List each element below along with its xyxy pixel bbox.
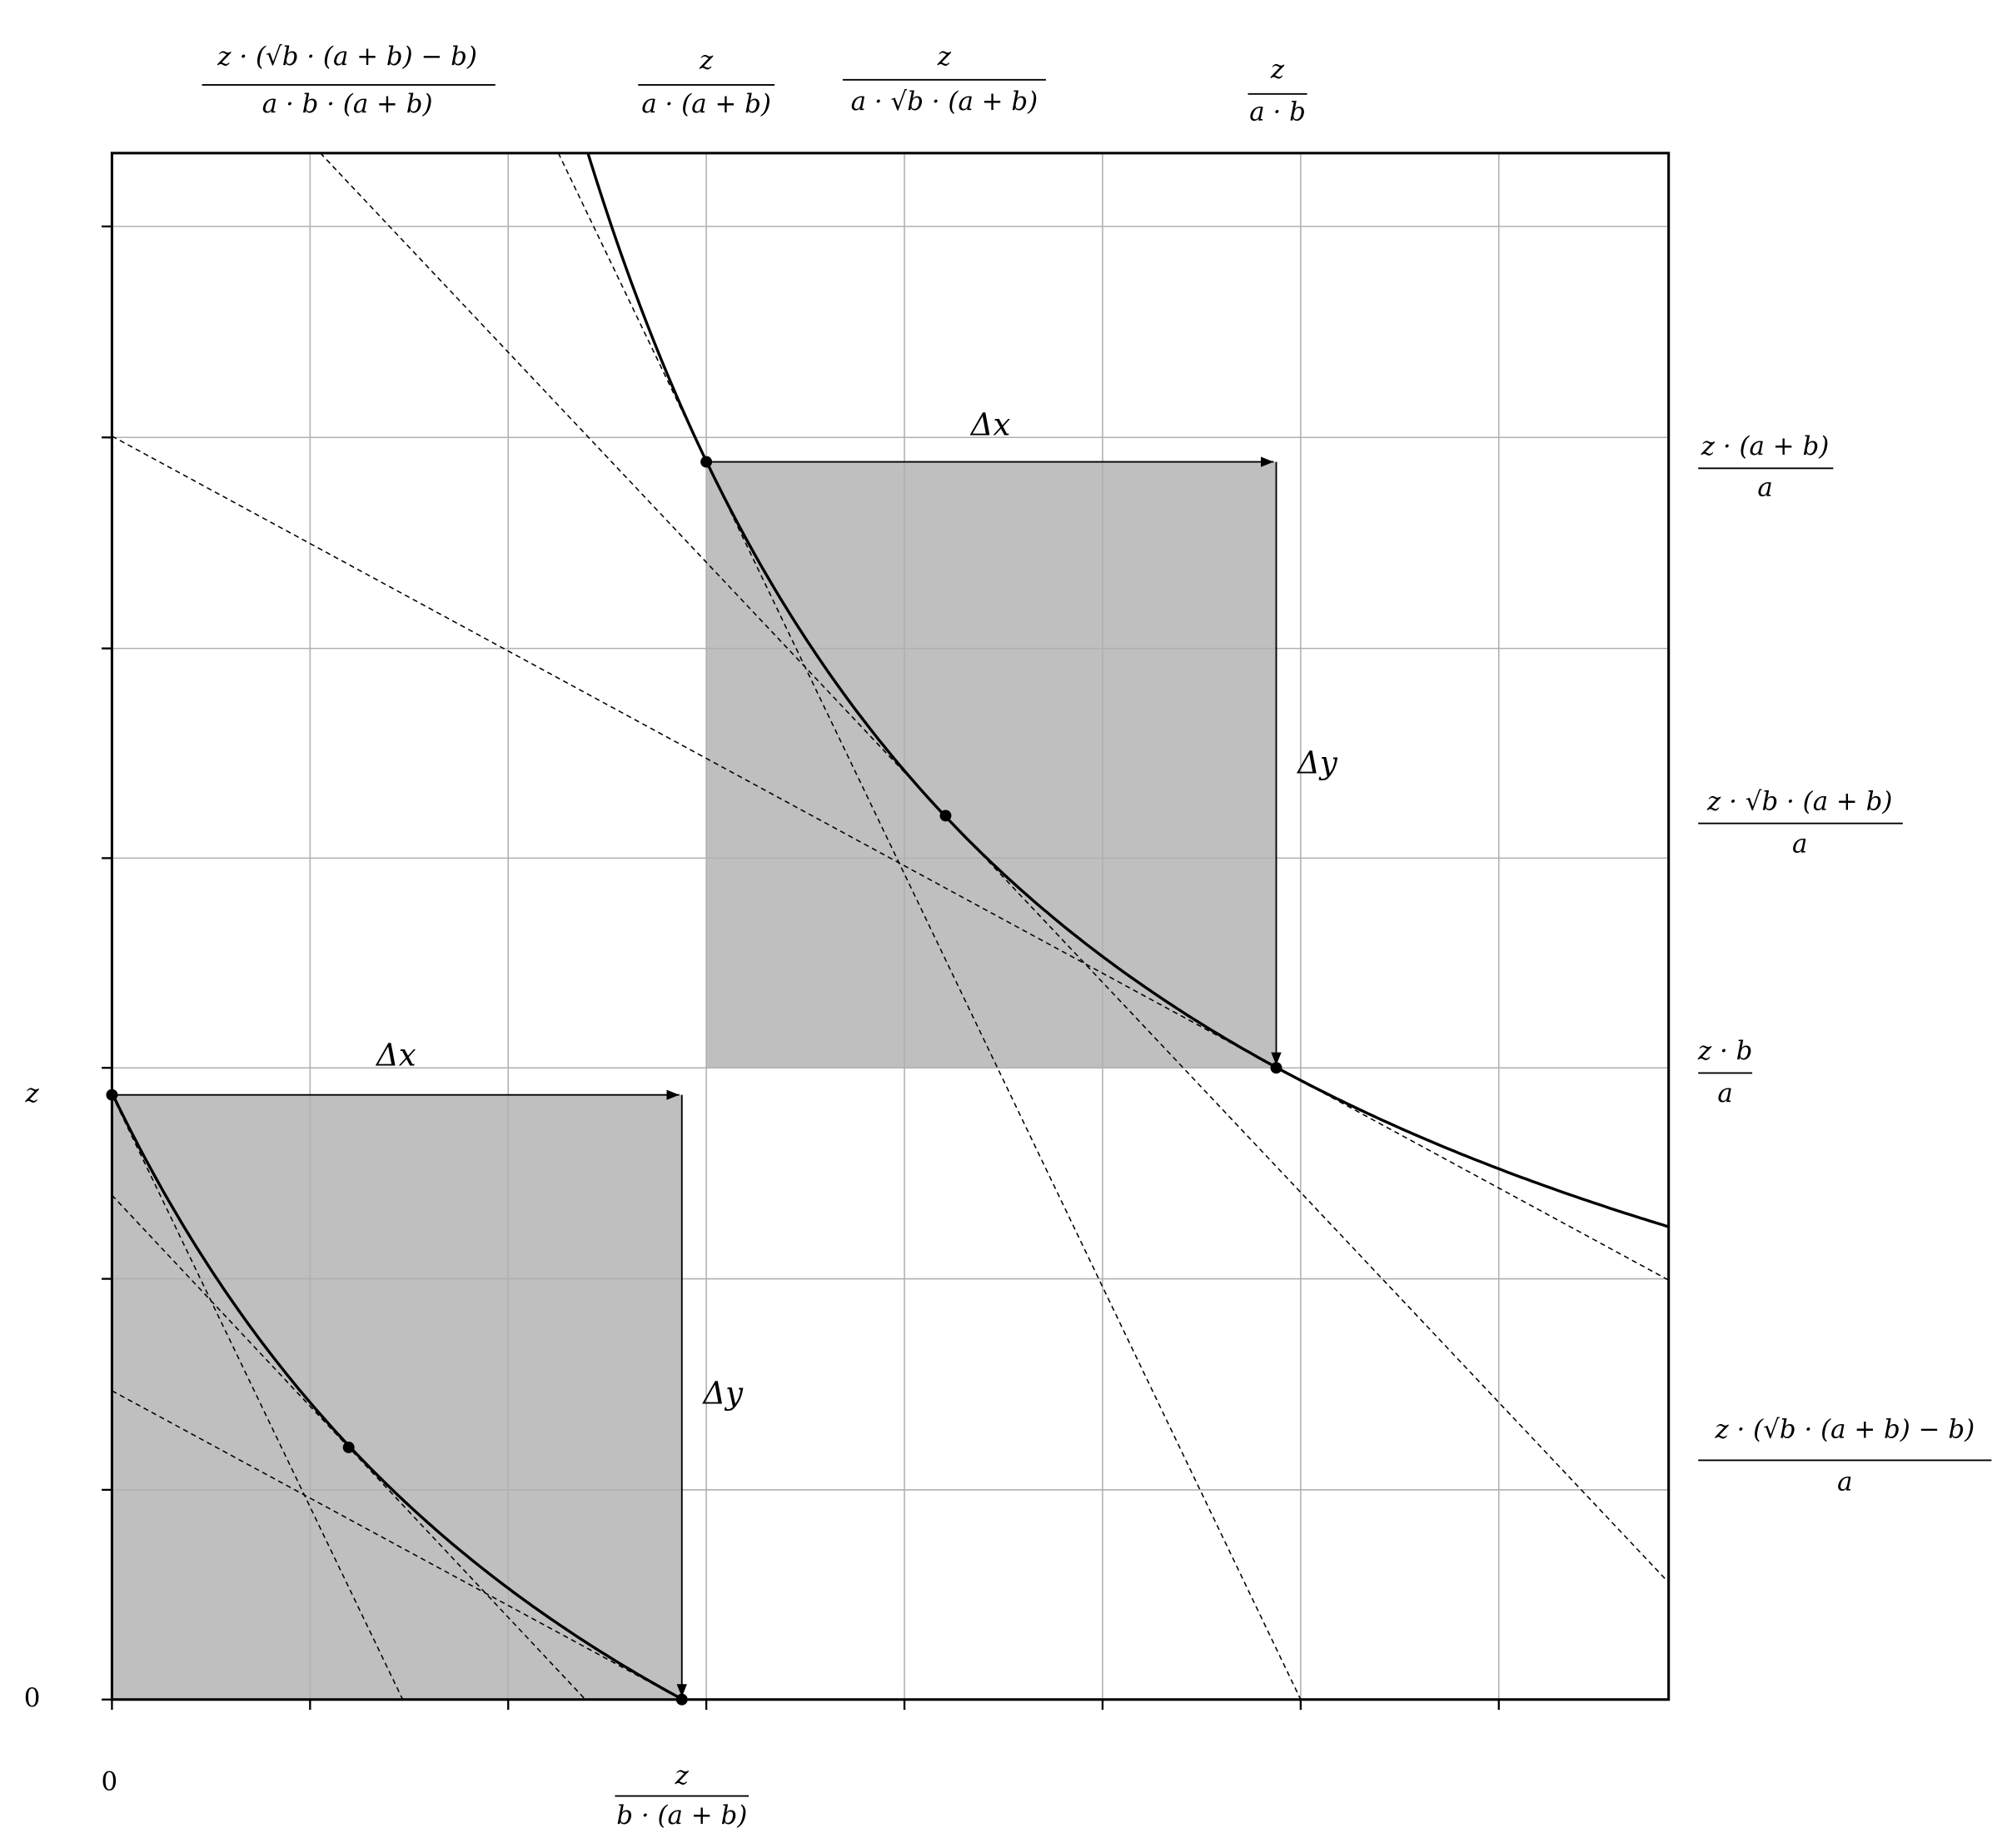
arrows (112, 456, 1282, 1697)
y-label: 0 (24, 1683, 41, 1713)
label-denominator: a · b · (a + b) (262, 89, 433, 119)
grid (112, 152, 1669, 1700)
frame (110, 152, 1671, 1701)
label-denominator: a (1792, 829, 1807, 859)
annotation: Δx (969, 406, 1011, 442)
annotation: Δy (1296, 745, 1338, 781)
points (106, 456, 1282, 1706)
label-denominator: a · (a + b) (641, 89, 771, 119)
label-numerator: z · b (1697, 1036, 1752, 1066)
label-numerator: z · (a + b) (1701, 431, 1829, 461)
label-numerator: z · √b · (a + b) (1706, 786, 1892, 816)
label-denominator: a (1717, 1078, 1732, 1108)
curve (586, 152, 1669, 1228)
label-numerator: z (937, 42, 952, 72)
annotation: Δy (701, 1376, 744, 1412)
y-label: z (25, 1078, 40, 1108)
shaded-region (112, 1094, 682, 1700)
label-denominator: b · (a + b) (616, 1801, 747, 1831)
label-numerator: z (1270, 54, 1285, 84)
label-numerator: z (675, 1761, 690, 1791)
label-denominator: a (1837, 1467, 1852, 1497)
label-numerator: z · (√b · (a + b) − b) (217, 42, 477, 72)
label-denominator: a (1757, 473, 1772, 503)
curves (112, 152, 1669, 1700)
label-denominator: a · √b · (a + b) (851, 87, 1038, 117)
label-denominator: a · b (1249, 97, 1306, 127)
label-numerator: z · (√b · (a + b) − b) (1714, 1414, 1975, 1444)
curve (112, 1092, 685, 1700)
ticks (102, 225, 1500, 1711)
label-numerator: z (699, 46, 714, 76)
shaded-region (706, 461, 1277, 1068)
x-label: 0 (102, 1767, 118, 1797)
annotation: Δx (375, 1037, 416, 1073)
